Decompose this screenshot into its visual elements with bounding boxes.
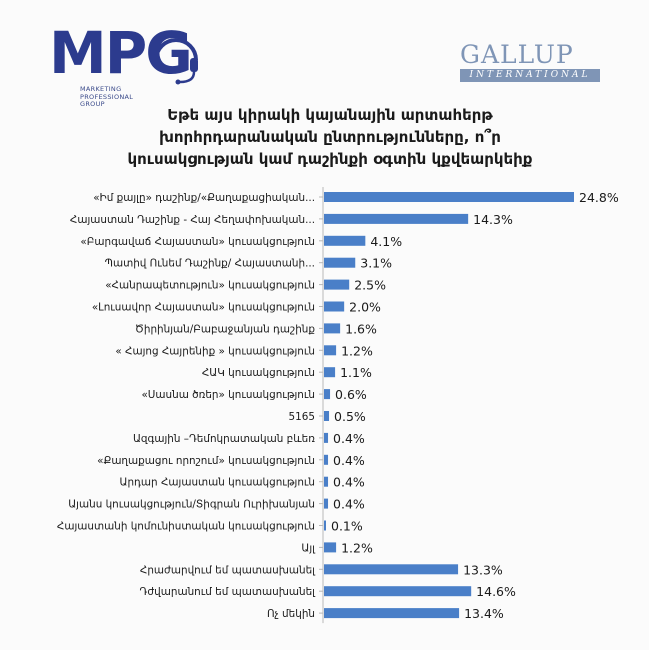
bar [324, 476, 329, 487]
data-label: 2.5% [354, 278, 386, 293]
gallup-logo: GALLUP INTERNATIONAL [460, 42, 600, 82]
category-label: Այանս կուսակցություն/Տիգրան Ուրիխանյան [68, 499, 315, 511]
gallup-logo-sub: INTERNATIONAL [460, 69, 600, 82]
data-label: 1.2% [341, 343, 373, 358]
category-label: Այլ [301, 542, 316, 554]
data-label: 2.0% [349, 300, 381, 315]
category-label: Հայաստան Դաշինք - Հայ Հեղափոխական... [70, 214, 315, 226]
bar [324, 345, 337, 356]
bar [324, 608, 460, 619]
headset-icon [154, 38, 198, 85]
category-label: « Հայոց Հայրենիք » կուսակցություն [115, 345, 315, 357]
bar [324, 235, 366, 246]
category-label: «Սասնա ծռեր» կուսակցություն [141, 389, 315, 401]
data-label: 0.4% [333, 497, 365, 512]
bar [324, 213, 469, 224]
bar [324, 323, 341, 334]
bar [324, 389, 331, 400]
category-label: «Քաղաքացու որոշում» կուսակցություն [97, 455, 315, 467]
category-label: Դժվարանում եմ պատասխանել [140, 586, 317, 598]
bar [324, 411, 330, 421]
data-label: 1.2% [341, 540, 373, 555]
data-label: 1.1% [340, 365, 372, 380]
bar [324, 542, 337, 553]
data-label: 13.3% [463, 562, 503, 577]
category-label: Ոչ մեկին [267, 608, 315, 620]
data-label: 1.6% [345, 321, 377, 336]
data-label: 0.4% [333, 475, 365, 490]
chart-title-line-2: խորհրդարանական ընտրությունները, ո՞ր [159, 128, 501, 146]
category-label: Հրաժարվում եմ պատասխանել [140, 564, 316, 576]
bar [324, 192, 574, 202]
category-label: Ծիրինյան/Բաբաջանյան դաշինք [135, 323, 315, 335]
mpg-logo-subtitle: MARKETING PROFESSIONAL GROUP [80, 85, 134, 108]
bar [324, 367, 336, 378]
category-label: «Լուսավոր Հայաստան» կուսակցություն [92, 302, 315, 314]
category-label: 5165 [289, 411, 315, 423]
chart-title-line-3: կուսակցության կամ դաշինքի օգտին կքվեարկե… [127, 150, 533, 168]
category-label: Հայաստանի կոմունիստական կուսակցություն [57, 521, 315, 533]
data-label: 24.8% [579, 190, 619, 205]
category-label: Ազգային –Դեմոկրատական բևեռ [133, 433, 315, 445]
bar [324, 586, 472, 597]
data-label: 0.1% [331, 519, 363, 534]
category-label: ՀԱԿ կուսակցություն [202, 367, 315, 379]
category-label: «Հանրապետություն» կուսակցություն [105, 280, 315, 292]
data-label: 13.4% [464, 606, 504, 621]
bar [324, 520, 326, 531]
chart-title-line-1: Եթե այս կիրակի կայանային արտահերթ [167, 106, 493, 124]
bar [324, 279, 350, 290]
bar [324, 454, 329, 465]
category-label: «Բարգավաճ Հայաստան» կուսակցություն [80, 236, 315, 248]
category-label: Արդար Հայաստան կուսակցություն [120, 477, 316, 489]
data-label: 14.6% [476, 584, 516, 599]
bar [324, 301, 345, 312]
gallup-logo-name: GALLUP [460, 40, 574, 69]
data-label: 4.1% [370, 234, 402, 249]
data-label: 3.1% [360, 256, 392, 271]
data-label: 0.4% [333, 431, 365, 446]
mpg-logo-text: MPG [49, 19, 193, 87]
bar [324, 498, 329, 509]
data-label: 0.5% [334, 409, 366, 424]
chart-title: Եթե այս կիրակի կայանային արտահերթ խորհրդ… [60, 104, 600, 170]
data-label: 0.6% [335, 387, 367, 402]
bar [324, 257, 356, 268]
bar [324, 564, 459, 575]
data-label: 14.3% [473, 212, 513, 227]
bar [324, 432, 329, 443]
category-label: «Իմ քայլը» դաշինք/«Քաղաքացիական... [93, 192, 315, 204]
category-label: Պատիվ Ունեմ Դաշինք/ Հայաստանի... [105, 258, 315, 270]
data-label: 0.4% [333, 453, 365, 468]
